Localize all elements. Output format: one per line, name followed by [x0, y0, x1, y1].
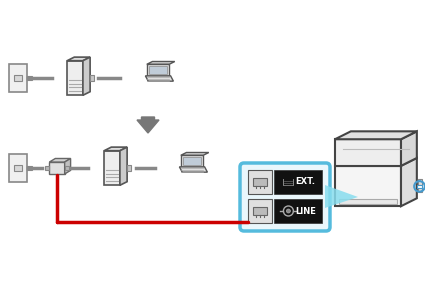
Polygon shape: [335, 139, 401, 166]
FancyBboxPatch shape: [417, 184, 422, 188]
Polygon shape: [401, 131, 417, 166]
FancyBboxPatch shape: [8, 64, 27, 92]
Polygon shape: [120, 147, 127, 185]
FancyBboxPatch shape: [253, 207, 267, 215]
FancyBboxPatch shape: [14, 165, 22, 171]
FancyBboxPatch shape: [149, 66, 167, 74]
FancyBboxPatch shape: [45, 166, 49, 170]
FancyBboxPatch shape: [274, 199, 322, 223]
Polygon shape: [335, 166, 401, 206]
Polygon shape: [83, 57, 90, 95]
Polygon shape: [181, 152, 209, 155]
Polygon shape: [145, 76, 173, 81]
FancyBboxPatch shape: [8, 154, 27, 182]
Polygon shape: [179, 167, 207, 172]
FancyBboxPatch shape: [274, 170, 322, 194]
FancyBboxPatch shape: [418, 179, 422, 184]
FancyBboxPatch shape: [418, 186, 422, 192]
Polygon shape: [401, 158, 417, 206]
FancyBboxPatch shape: [27, 166, 32, 170]
FancyArrow shape: [137, 117, 159, 133]
Polygon shape: [49, 158, 71, 162]
Polygon shape: [147, 64, 169, 76]
FancyBboxPatch shape: [127, 165, 131, 171]
Polygon shape: [65, 158, 71, 174]
Circle shape: [286, 209, 290, 213]
Polygon shape: [104, 151, 120, 185]
FancyBboxPatch shape: [27, 76, 32, 80]
Polygon shape: [335, 131, 417, 139]
Polygon shape: [147, 61, 175, 64]
FancyBboxPatch shape: [340, 199, 397, 204]
FancyBboxPatch shape: [240, 163, 330, 231]
Polygon shape: [325, 185, 358, 208]
FancyBboxPatch shape: [248, 199, 272, 223]
Polygon shape: [181, 155, 203, 167]
FancyBboxPatch shape: [253, 178, 267, 186]
FancyBboxPatch shape: [248, 170, 272, 194]
FancyBboxPatch shape: [183, 157, 201, 165]
Polygon shape: [67, 61, 83, 95]
FancyBboxPatch shape: [65, 166, 69, 170]
Polygon shape: [104, 147, 127, 151]
Polygon shape: [49, 162, 65, 174]
Polygon shape: [67, 57, 90, 61]
FancyBboxPatch shape: [14, 75, 22, 81]
FancyBboxPatch shape: [90, 75, 94, 81]
Text: LINE: LINE: [295, 206, 316, 215]
Text: EXT.: EXT.: [295, 178, 315, 187]
